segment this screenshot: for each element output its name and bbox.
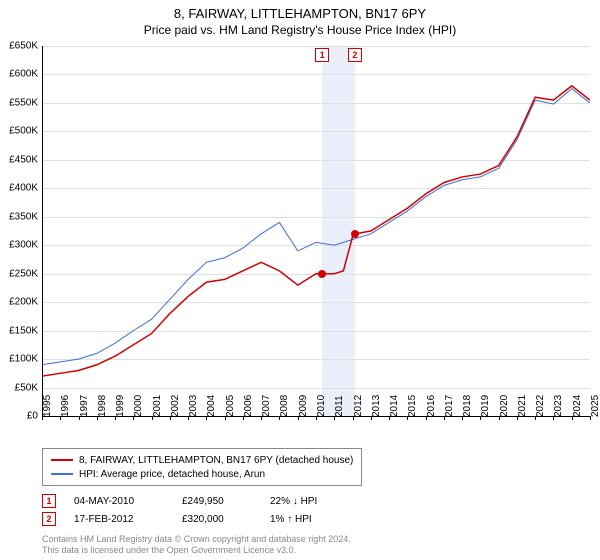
y-tick-label: £300K (0, 240, 38, 251)
y-tick-label: £200K (0, 297, 38, 308)
chart-area: £0£50K£100K£150K£200K£250K£300K£350K£400… (42, 46, 590, 416)
legend-swatch (51, 473, 73, 475)
y-tick-label: £550K (0, 97, 38, 108)
plot-region: £0£50K£100K£150K£200K£250K£300K£350K£400… (42, 46, 590, 416)
chart-container: 8, FAIRWAY, LITTLEHAMPTON, BN17 6PY Pric… (0, 0, 600, 560)
footer-line2: This data is licensed under the Open Gov… (42, 545, 351, 556)
series-line (42, 89, 590, 365)
y-tick-label: £450K (0, 154, 38, 165)
x-tick-label: 2025 (590, 395, 600, 417)
title-block: 8, FAIRWAY, LITTLEHAMPTON, BN17 6PY Pric… (0, 0, 600, 37)
y-tick-label: £50K (0, 382, 38, 393)
sales-table: 1 04-MAY-2010 £249,950 22% ↓ HPI 2 17-FEB-201… (42, 492, 350, 528)
sale-hpi-diff: 1% ↑ HPI (270, 514, 350, 525)
y-tick-label: £600K (0, 69, 38, 80)
y-tick-label: £350K (0, 211, 38, 222)
y-tick-label: £100K (0, 354, 38, 365)
series-line (42, 86, 590, 376)
y-tick-label: £400K (0, 183, 38, 194)
sale-hpi-diff: 22% ↓ HPI (270, 496, 350, 507)
y-tick-label: £500K (0, 126, 38, 137)
sale-marker-dot (351, 230, 359, 238)
sale-price: £320,000 (182, 514, 252, 525)
sale-marker-dot (318, 270, 326, 278)
y-tick-label: £250K (0, 268, 38, 279)
x-axis (42, 416, 590, 417)
sale-row-marker: 1 (42, 494, 56, 508)
sale-row: 2 17-FEB-2012 £320,000 1% ↑ HPI (42, 510, 350, 528)
sale-marker-label: 1 (315, 48, 329, 62)
legend-label: HPI: Average price, detached house, Arun (79, 469, 265, 480)
x-tick (590, 416, 591, 420)
legend-label: 8, FAIRWAY, LITTLEHAMPTON, BN17 6PY (det… (79, 455, 353, 466)
line-series-svg (42, 46, 590, 416)
sale-marker-label: 2 (348, 48, 362, 62)
legend-swatch (51, 459, 73, 461)
footer-line1: Contains HM Land Registry data © Crown c… (42, 534, 351, 545)
chart-title: 8, FAIRWAY, LITTLEHAMPTON, BN17 6PY (0, 6, 600, 21)
y-tick-label: £150K (0, 325, 38, 336)
y-tick-label: £0 (0, 411, 38, 422)
sale-price: £249,950 (182, 496, 252, 507)
footer-attribution: Contains HM Land Registry data © Crown c… (42, 534, 351, 556)
legend-item: 8, FAIRWAY, LITTLEHAMPTON, BN17 6PY (det… (51, 453, 353, 467)
sale-row: 1 04-MAY-2010 £249,950 22% ↓ HPI (42, 492, 350, 510)
sale-date: 04-MAY-2010 (74, 496, 164, 507)
legend-item: HPI: Average price, detached house, Arun (51, 467, 353, 481)
y-tick-label: £650K (0, 41, 38, 52)
chart-subtitle: Price paid vs. HM Land Registry's House … (0, 23, 600, 37)
sale-date: 17-FEB-2012 (74, 514, 164, 525)
sale-row-marker: 2 (42, 512, 56, 526)
legend: 8, FAIRWAY, LITTLEHAMPTON, BN17 6PY (det… (42, 448, 362, 486)
